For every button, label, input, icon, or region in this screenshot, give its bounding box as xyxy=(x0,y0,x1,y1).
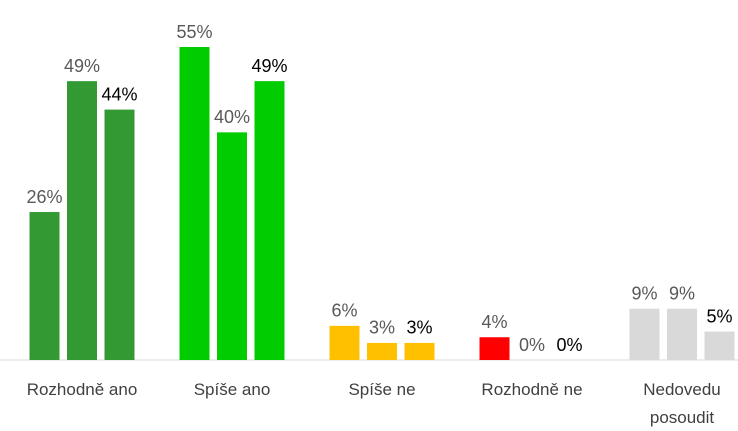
category-label: Spíše ne xyxy=(348,380,416,399)
bar xyxy=(704,331,735,360)
bar xyxy=(404,342,435,360)
category-label: Spíše ano xyxy=(193,380,271,399)
bar xyxy=(217,132,247,360)
bar xyxy=(479,337,510,360)
value-label: 40% xyxy=(214,107,250,127)
bar xyxy=(67,81,97,361)
value-label: 5% xyxy=(706,306,732,326)
bar xyxy=(367,342,397,360)
value-label: 0% xyxy=(519,335,545,355)
bar xyxy=(104,109,135,360)
value-label: 49% xyxy=(64,56,100,76)
value-label: 3% xyxy=(406,318,432,338)
value-label: 6% xyxy=(331,301,357,321)
value-label: 3% xyxy=(369,318,395,338)
value-label: 0% xyxy=(556,335,582,355)
category-label: Rozhodně ano xyxy=(26,380,138,399)
value-label: 9% xyxy=(669,284,695,304)
bar xyxy=(254,81,285,361)
value-label: 49% xyxy=(251,56,287,76)
value-label: 44% xyxy=(101,84,137,104)
value-label: 4% xyxy=(481,312,507,332)
bar xyxy=(179,47,210,360)
bar xyxy=(329,325,360,360)
bar xyxy=(667,308,697,360)
category-label: Rozhodně ne xyxy=(481,380,583,399)
value-label: 55% xyxy=(176,22,212,42)
bar xyxy=(629,308,660,360)
category-label: Nedovedu posoudit xyxy=(643,380,721,427)
value-label: 26% xyxy=(26,187,62,207)
bar xyxy=(29,212,60,360)
value-label: 9% xyxy=(631,284,657,304)
